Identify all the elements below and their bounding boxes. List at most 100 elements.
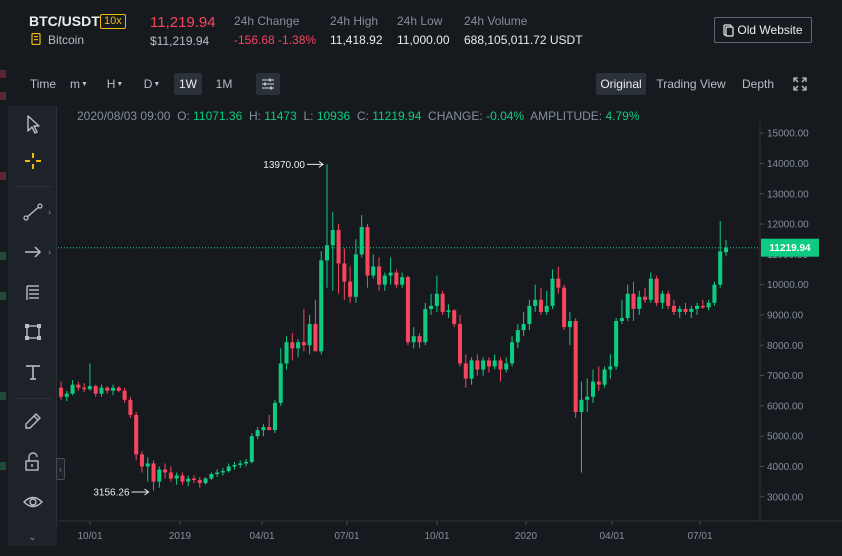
candle-body	[70, 384, 75, 394]
candle-body	[249, 436, 254, 462]
interval-day-dropdown[interactable]: D ▼	[140, 73, 164, 95]
candle-body	[64, 393, 69, 397]
candle-body	[631, 293, 636, 309]
candle-body	[186, 478, 191, 482]
view-depth-tab[interactable]: Depth	[741, 77, 775, 91]
arrow-tool[interactable]	[8, 237, 57, 267]
candle-body	[307, 324, 312, 346]
chevron-right-icon[interactable]: ›	[48, 247, 51, 257]
candle-body	[510, 342, 515, 364]
candle-body	[411, 336, 416, 343]
coin-name[interactable]: Bitcoin	[48, 33, 85, 47]
candle-body	[567, 321, 572, 328]
visibility-tool[interactable]	[8, 487, 57, 517]
candle-body	[671, 305, 676, 312]
candle-body	[573, 321, 578, 412]
y-tick-label: 9000.00	[767, 310, 804, 321]
candle-body	[301, 342, 306, 346]
lock-tool[interactable]	[8, 447, 57, 477]
cursor-tool[interactable]	[8, 109, 57, 139]
y-tick-label: 5000.00	[767, 432, 804, 443]
interval-hour-label: H	[106, 77, 116, 91]
y-tick-label: 7000.00	[767, 371, 804, 382]
interval-hour-dropdown[interactable]: H ▼	[103, 73, 127, 95]
current-price-badge	[761, 238, 819, 257]
y-tick-label: 12000.00	[767, 220, 809, 231]
candle-body	[238, 463, 243, 465]
candle-body	[405, 277, 410, 343]
candle-body	[76, 384, 81, 388]
candle-body	[533, 299, 538, 306]
last-price: 11,219.94	[150, 14, 216, 31]
fullscreen-button[interactable]	[790, 73, 810, 95]
strip-marker-green	[0, 392, 6, 400]
stat-24h-high-value: 11,418.92	[330, 33, 383, 47]
candle-body	[139, 454, 144, 467]
interval-week-button[interactable]: 1W	[174, 73, 202, 95]
ohlc-change-label: CHANGE:	[428, 109, 483, 123]
candle-body	[550, 278, 555, 306]
stat-24h-change-value: -156.68 -1.38%	[234, 33, 317, 47]
interval-month-button[interactable]: 1M	[215, 77, 233, 91]
candle-body	[353, 254, 358, 297]
candle-body	[197, 480, 202, 484]
candle-body	[515, 330, 520, 343]
symbol-label[interactable]: BTC/USDT	[29, 13, 100, 29]
collapse-tools-button[interactable]: ⌄	[8, 528, 57, 546]
bitcoin-doc-icon	[31, 33, 41, 45]
candle-body	[261, 427, 266, 431]
interval-minute-dropdown[interactable]: m ▼	[66, 73, 92, 95]
candle-body	[209, 474, 214, 479]
candle-body	[58, 387, 64, 397]
chevron-right-icon[interactable]: ›	[48, 207, 51, 217]
fib-tool[interactable]	[8, 277, 57, 307]
x-tick-label: 07/01	[687, 531, 712, 542]
view-trading-view-tab[interactable]: Trading View	[656, 77, 726, 91]
ohlc-high-label: H:	[248, 109, 261, 123]
view-original-tab[interactable]: Original	[596, 73, 646, 95]
ohlc-open: 11071.36	[193, 109, 243, 123]
candle-body	[377, 266, 382, 285]
candle-body	[174, 475, 179, 479]
sliders-icon	[262, 78, 274, 90]
trend-line-icon	[22, 203, 43, 221]
candle-body	[723, 247, 729, 253]
candle-body	[382, 275, 387, 285]
pencil-tool[interactable]	[8, 406, 57, 436]
strip-marker-green	[0, 292, 6, 300]
ohlc-close: 11219.94	[372, 109, 422, 123]
candle-body	[440, 293, 445, 312]
candle-body	[590, 381, 596, 397]
tools-divider	[14, 186, 52, 187]
y-tick-label: 14000.00	[767, 159, 809, 170]
candle-body	[700, 305, 705, 308]
text-tool[interactable]	[8, 357, 57, 387]
candle-body	[619, 317, 624, 322]
crosshair-tool[interactable]	[8, 146, 57, 176]
candle-body	[93, 386, 98, 394]
candle-body	[203, 478, 208, 484]
stat-24h-change-label: 24h Change	[234, 14, 300, 28]
y-tick-label: 13000.00	[767, 189, 809, 200]
candle-body	[365, 227, 370, 276]
x-tick-label: 07/01	[334, 531, 359, 542]
candle-body	[278, 363, 283, 403]
x-tick-label: 10/01	[77, 531, 102, 542]
arrow-right-icon	[24, 246, 41, 258]
old-website-button[interactable]: Old Website	[714, 17, 812, 43]
candle-body	[220, 471, 225, 473]
candle-body	[342, 263, 347, 282]
chart-settings-button[interactable]	[256, 73, 280, 95]
caret-down-icon: ▼	[153, 80, 161, 88]
candle-body	[116, 387, 121, 391]
candle-body	[457, 324, 463, 364]
trend-line-tool[interactable]	[8, 197, 57, 227]
candle-body	[105, 387, 110, 391]
candle-body	[695, 305, 700, 309]
candle-body	[423, 308, 428, 343]
rectangle-tool[interactable]	[8, 317, 57, 347]
expand-handle-button[interactable]: ‹	[56, 458, 65, 480]
tools-divider	[14, 398, 52, 399]
market-header: BTC/USDT 10x Bitcoin 11,219.94 $11,219.9…	[0, 0, 842, 62]
